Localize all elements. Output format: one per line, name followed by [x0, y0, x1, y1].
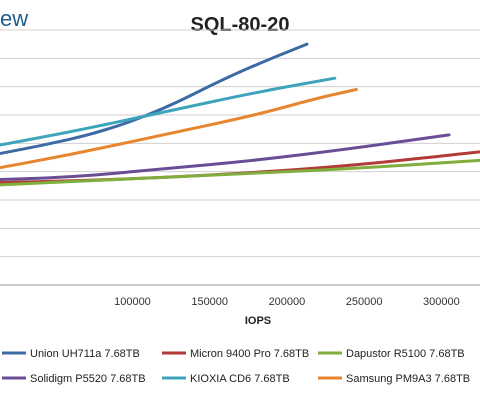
- series-line: [0, 42, 309, 155]
- legend: Union UH711a 7.68TB Micron 9400 Pro 7.68T…: [2, 348, 470, 385]
- legend-label: Union UH711a 7.68TB: [30, 348, 140, 360]
- series-line: [0, 150, 480, 184]
- x-tick-label: 250000: [346, 296, 383, 308]
- series-line: [0, 88, 358, 170]
- legend-label: Micron 9400 Pro 7.68TB: [190, 348, 309, 360]
- x-tick-labels: 100000 150000 200000 250000 300000: [114, 296, 460, 308]
- series-line: [0, 76, 337, 147]
- series-lines: [0, 42, 480, 187]
- x-axis-label: IOPS: [245, 315, 271, 327]
- x-tick-label: 100000: [114, 296, 151, 308]
- legend-label: Samsung PM9A3 7.68TB: [346, 373, 470, 385]
- brand-logo-fragment: ew: [0, 6, 29, 31]
- legend-label: Solidigm P5520 7.68TB: [30, 373, 146, 385]
- series-line: [0, 133, 451, 181]
- gridlines: [0, 29, 480, 286]
- x-tick-label: 200000: [269, 296, 306, 308]
- x-tick-label: 150000: [191, 296, 228, 308]
- legend-label: Dapustor R5100 7.68TB: [346, 348, 465, 360]
- legend-label: KIOXIA CD6 7.68TB: [190, 373, 290, 385]
- x-tick-label: 300000: [423, 296, 460, 308]
- series-line: [0, 158, 480, 187]
